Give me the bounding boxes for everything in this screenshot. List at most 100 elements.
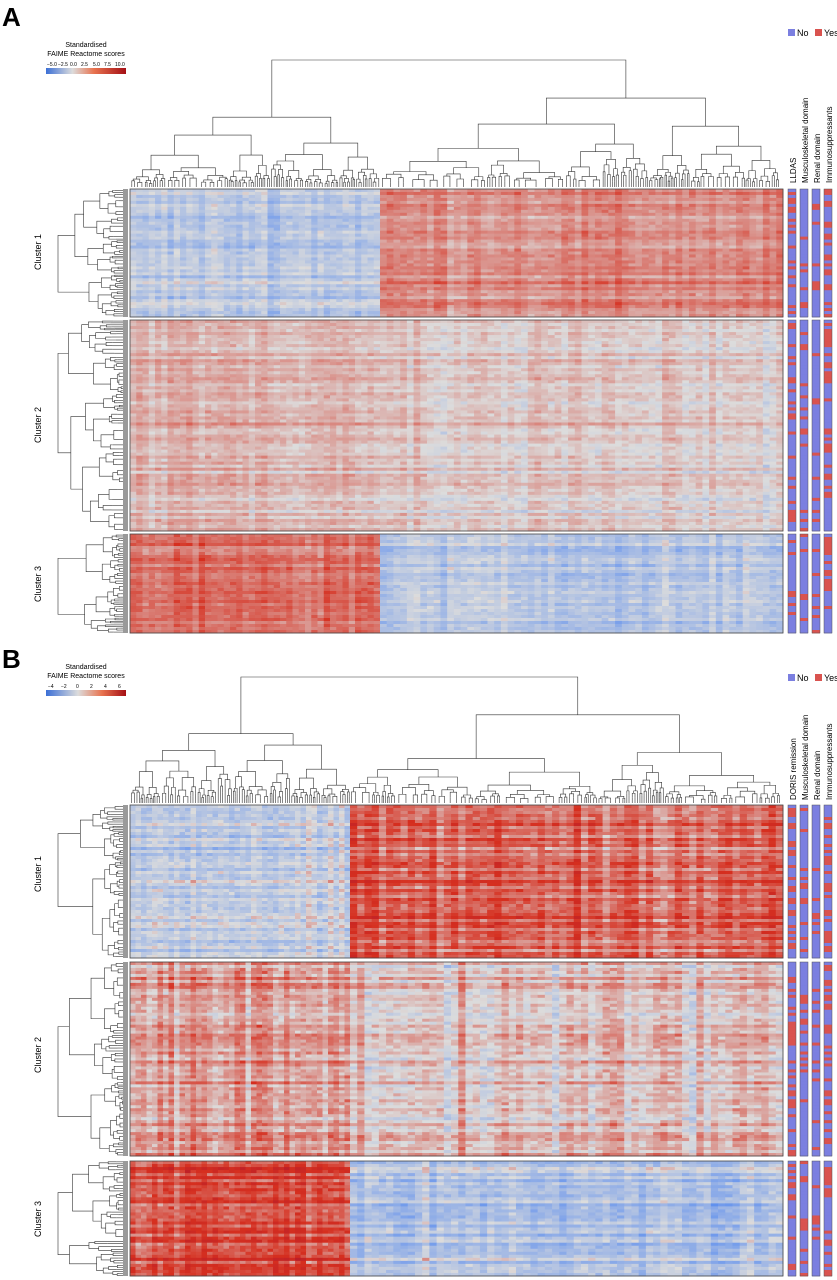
heatmap-cell [548,210,555,213]
heatmap-cell [689,278,696,281]
heatmap-cell [615,225,622,228]
heatmap-cell [615,231,622,234]
heatmap-cell [407,189,414,192]
heatmap-cell [514,272,521,275]
heatmap-cell [454,234,461,237]
heatmap-cell [336,201,343,204]
dendro-branch [119,380,122,384]
heatmap-cell [669,222,676,225]
heatmap-cell [218,216,225,219]
heatmap-cell [361,207,368,210]
heatmap-cell [763,207,770,210]
heatmap-cell [689,207,696,210]
heatmap-cell [330,263,337,266]
heatmap-cell [487,207,494,210]
heatmap-cell [736,228,743,231]
heatmap-cell [427,207,434,210]
heatmap-cell [716,225,723,228]
heatmap-cell [501,260,508,263]
heatmap-cell [400,192,407,195]
heatmap-cell [521,293,528,296]
heatmap-cell [508,198,515,201]
heatmap-cell [756,290,763,293]
heatmap-cell [374,240,381,243]
heatmap-cell [508,216,515,219]
heatmap-cell [440,234,447,237]
heatmap-cell [467,237,474,240]
heatmap-cell [286,243,293,246]
heatmap-cell [514,240,521,243]
heatmap-cell [420,287,427,290]
heatmap-cell [629,237,636,240]
heatmap-cell [655,189,662,192]
dendro-branch [210,182,214,184]
heatmap-cell [218,234,225,237]
heatmap-cell [649,192,656,195]
heatmap-cell [474,210,481,213]
heatmap-cell [255,305,262,308]
dendro-branch [272,169,276,177]
heatmap-cell [336,284,343,287]
heatmap-cell [261,207,268,210]
heatmap-cell [534,249,541,252]
dendro-branch [118,594,121,597]
heatmap-cell [149,225,156,228]
heatmap-cell [155,198,162,201]
heatmap-cell [155,216,162,219]
heatmap-cell [286,305,293,308]
heatmap-cell [374,231,381,234]
heatmap-cell [595,246,602,249]
heatmap-cell [568,269,575,272]
heatmap-cell [649,240,656,243]
heatmap-cell [494,204,501,207]
heatmap-cell [521,263,528,266]
heatmap-cell [143,198,150,201]
heatmap-cell [400,278,407,281]
heatmap-cell [286,204,293,207]
heatmap-cell [696,254,703,257]
dendro-branch [635,164,644,171]
heatmap-cell [261,299,268,302]
heatmap-cell [299,207,306,210]
heatmap-cell [161,305,168,308]
heatmap-cell [548,257,555,260]
heatmap-cell [749,305,756,308]
heatmap-cell [393,216,400,219]
heatmap-cell [696,252,703,255]
heatmap-cell [261,219,268,222]
heatmap-cell [186,234,193,237]
heatmap-cell [575,272,582,275]
dendro-branch [488,177,490,181]
heatmap-cell [763,213,770,216]
heatmap-cell [723,222,730,225]
heatmap-cell [230,260,237,263]
heatmap-cell [615,201,622,204]
heatmap-cell [655,237,662,240]
heatmap-cell [501,225,508,228]
heatmap-cell [299,195,306,198]
heatmap-cell [368,302,375,305]
heatmap-cell [514,257,521,260]
heatmap-cell [414,198,421,201]
heatmap-cell [149,237,156,240]
heatmap-cell [487,308,494,311]
heatmap-cell [743,284,750,287]
heatmap-cell [723,266,730,269]
heatmap-cell [622,302,629,305]
heatmap-cell [669,293,676,296]
heatmap-cell [180,275,187,278]
dendro-branch [117,408,120,410]
dendro-branch [90,501,109,521]
heatmap-cell [588,234,595,237]
heatmap-cell [662,254,669,257]
heatmap-cell [186,249,193,252]
heatmap-cell [461,269,468,272]
heatmap-cell [447,234,454,237]
heatmap-cell [311,231,318,234]
heatmap-cell [336,204,343,207]
heatmap-cell [649,290,656,293]
heatmap-cell [143,195,150,198]
heatmap-cell [368,272,375,275]
heatmap-cell [218,305,225,308]
heatmap-cell [143,243,150,246]
